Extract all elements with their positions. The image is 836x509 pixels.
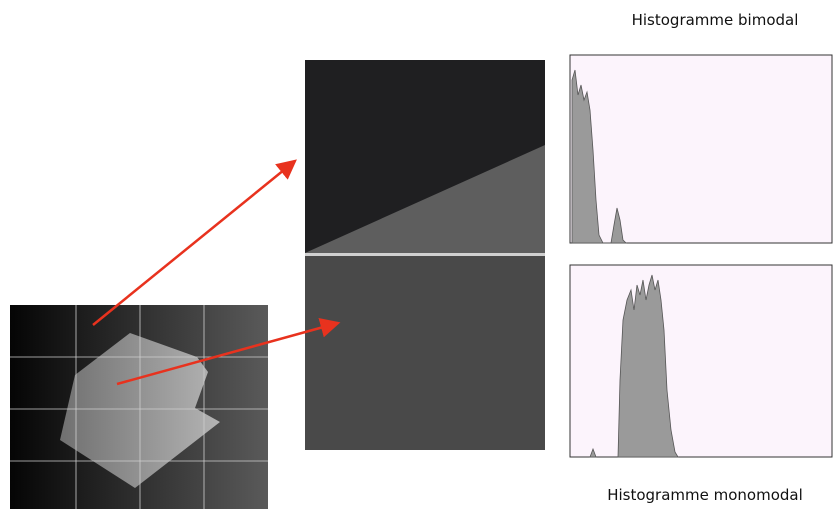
- source-image: [10, 305, 268, 509]
- zoom-top: [305, 60, 545, 253]
- figure: Histogramme bimodal Histogramme monomoda…: [0, 0, 836, 509]
- histogram-monomodal: [570, 265, 832, 457]
- histogram-bimodal: [570, 55, 832, 243]
- page: {"labels": {"top": "Histogramme bimodal"…: [0, 0, 836, 509]
- arrow: [93, 161, 295, 325]
- separator: [305, 253, 545, 256]
- label-top: Histogramme bimodal: [632, 11, 799, 29]
- zoom-bottom: [305, 256, 545, 450]
- label-bottom: Histogramme monomodal: [607, 486, 803, 504]
